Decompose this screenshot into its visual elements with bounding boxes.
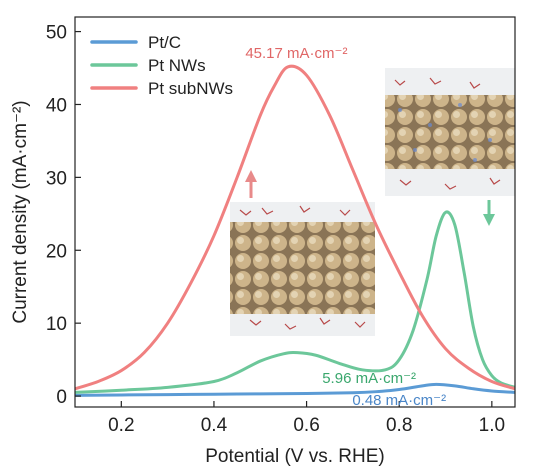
up-arrow-icon (245, 170, 257, 198)
y-tick-label: 30 (46, 168, 67, 189)
legend-label: Pt subNWs (148, 79, 233, 98)
x-tick-label: 0.2 (108, 415, 134, 436)
y-tick-label: 20 (46, 241, 67, 262)
legend-label: Pt NWs (148, 56, 206, 75)
y-axis-title: Current density (mA·cm⁻²) (10, 100, 31, 323)
nanowire-illustration-left (230, 202, 375, 336)
series-line-pt-c (75, 382, 515, 397)
series-line-pt-nws (75, 210, 515, 394)
x-tick-label: 0.4 (201, 415, 228, 436)
y-tick-label: 40 (46, 95, 67, 116)
value-annotation: 5.96 mA·cm⁻² (322, 370, 416, 387)
series-layer (75, 64, 515, 397)
y-tick-label: 10 (46, 314, 67, 335)
y-tick-label: 50 (46, 23, 67, 44)
x-axis-title: Potential (V vs. RHE) (205, 446, 385, 467)
series-line-pt-subnws (75, 64, 515, 391)
y-tick-label: 0 (56, 387, 67, 408)
ticks-layer: 0.2 0.4 0.6 0.8 1.0 0 10 20 30 40 50 (46, 23, 505, 436)
value-annotation: 0.48 mA·cm⁻² (352, 392, 446, 409)
nanowire-illustration-right (385, 68, 515, 196)
x-tick-label: 0.8 (386, 415, 412, 436)
annotation-layer: 45.17 mA·cm⁻² 5.96 mA·cm⁻² 0.48 mA·cm⁻² (245, 45, 446, 409)
legend: Pt/C Pt NWs Pt subNWs (90, 33, 233, 98)
x-tick-label: 0.6 (293, 415, 319, 436)
x-tick-label: 1.0 (479, 415, 505, 436)
value-annotation: 45.17 mA·cm⁻² (245, 45, 347, 62)
legend-label: Pt/C (148, 33, 181, 52)
plot-frame (74, 16, 516, 408)
down-arrow-icon (483, 200, 495, 226)
